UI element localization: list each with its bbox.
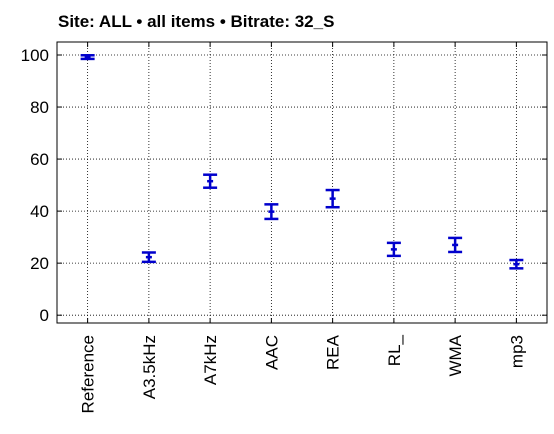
- y-tick-label: 40: [30, 202, 49, 221]
- errorbar-point: [264, 203, 279, 221]
- axis-ticks: 0 20 40 60 80 100 Reference A3.5kHz A7kHz AAC REA R…: [21, 42, 547, 413]
- grid: [57, 42, 547, 323]
- errorbar-point: [141, 251, 156, 264]
- x-tick-label: RL_: [385, 334, 404, 366]
- errorbar-point: [448, 236, 463, 254]
- y-tick-label: 20: [30, 254, 49, 273]
- x-tick-label: mp3: [507, 335, 526, 368]
- errorbar-point: [80, 54, 95, 61]
- x-tick-label: AAC: [262, 335, 281, 370]
- x-tick-label: Reference: [79, 335, 98, 413]
- x-tick-label: A3.5kHz: [140, 335, 159, 399]
- y-tick-label: 80: [30, 98, 49, 117]
- errorbar-point: [509, 258, 524, 270]
- chart-title: Site: ALL • all items • Bitrate: 32_S: [58, 12, 334, 31]
- errorbar-point: [203, 173, 218, 189]
- y-tick-label: 100: [21, 46, 49, 65]
- plot-frame: [56, 41, 548, 324]
- x-tick-label: A7kHz: [201, 335, 220, 385]
- y-tick-label: 60: [30, 150, 49, 169]
- data-marks: [80, 54, 524, 270]
- y-tick-label: 0: [40, 306, 49, 325]
- x-tick-label: REA: [324, 334, 343, 370]
- errorbar-point: [325, 188, 340, 209]
- errorbar-point: [386, 241, 401, 258]
- x-tick-label: WMA: [446, 334, 465, 376]
